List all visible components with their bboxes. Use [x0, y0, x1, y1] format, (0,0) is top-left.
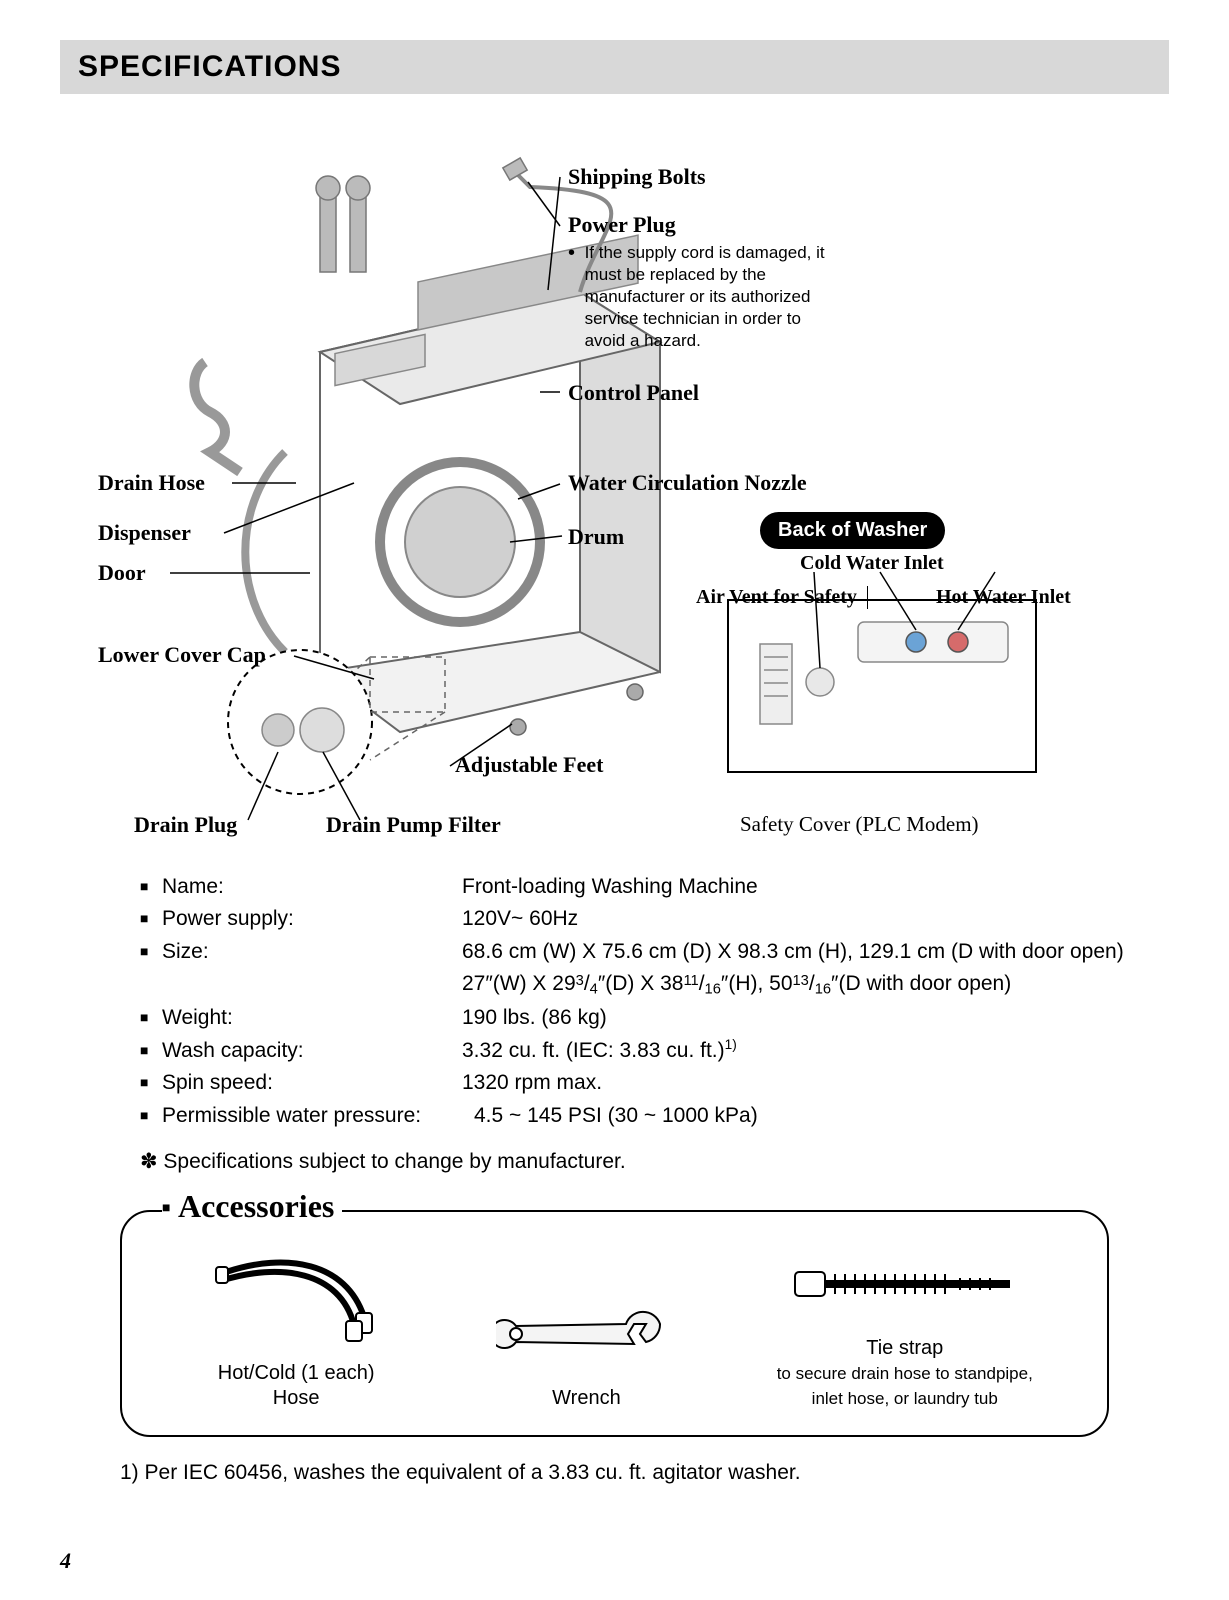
spec-value: 68.6 cm (W) X 75.6 cm (D) X 98.3 cm (H),…	[462, 937, 1129, 1001]
label-water-circ: Water Circulation Nozzle	[568, 470, 807, 496]
spec-value: 120V~ 60Hz	[462, 904, 1129, 934]
spec-row: ■Power supply:120V~ 60Hz	[140, 904, 1129, 934]
label-lower-cover-cap: Lower Cover Cap	[98, 642, 266, 668]
accessory-wrench: Wrench	[496, 1302, 676, 1411]
tiestrap-sub2: inlet hose, or laundry tub	[812, 1389, 998, 1408]
spec-value: Front-loading Washing Machine	[462, 872, 1129, 902]
spec-list: ■Name:Front-loading Washing Machine ■Pow…	[60, 872, 1169, 1131]
label-drain-plug: Drain Plug	[134, 812, 237, 838]
page-number: 4	[60, 1548, 71, 1574]
spec-label: Power supply:	[162, 904, 462, 934]
tiestrap-sub1: to secure drain hose to standpipe,	[777, 1364, 1033, 1383]
spec-row: ■Name:Front-loading Washing Machine	[140, 872, 1129, 902]
spec-value: 3.32 cu. ft. (IEC: 3.83 cu. ft.)1)	[462, 1036, 1129, 1066]
label-power-plug: Power Plug	[568, 212, 676, 238]
label-door: Door	[98, 560, 146, 586]
spec-label: Wash capacity:	[162, 1036, 462, 1066]
spec-change-note: ✽ Specifications subject to change by ma…	[60, 1149, 1169, 1174]
wrench-icon	[496, 1302, 676, 1372]
back-of-washer-badge: Back of Washer	[760, 512, 945, 549]
spec-label: Size:	[162, 937, 462, 1001]
spec-label: Weight:	[162, 1003, 462, 1033]
spec-row: ■Permissible water pressure:4.5 ~ 145 PS…	[140, 1101, 1129, 1131]
accessory-hose: Hot/Cold (1 each) Hose	[196, 1257, 396, 1411]
label-control-panel: Control Panel	[568, 380, 699, 406]
label-shipping-bolts: Shipping Bolts	[568, 164, 706, 190]
spec-value: 4.5 ~ 145 PSI (30 ~ 1000 kPa)	[474, 1101, 1129, 1131]
spec-label: Name:	[162, 872, 462, 902]
spec-row: ■Wash capacity:3.32 cu. ft. (IEC: 3.83 c…	[140, 1036, 1129, 1066]
spec-row: ■Spin speed:1320 rpm max.	[140, 1068, 1129, 1098]
accessories-title: Accessories	[162, 1188, 342, 1225]
label-air-vent: Air Vent for Safety	[696, 586, 868, 609]
label-adjustable-feet: Adjustable Feet	[455, 752, 603, 778]
hose-icon	[196, 1257, 396, 1347]
tiestrap-caption: Tie strap	[866, 1337, 943, 1359]
spec-value: 1320 rpm max.	[462, 1068, 1129, 1098]
label-safety-cover: Safety Cover (PLC Modem)	[740, 812, 979, 837]
spec-label: Spin speed:	[162, 1068, 462, 1098]
wrench-caption: Wrench	[496, 1386, 676, 1411]
spec-row: ■Weight:190 lbs. (86 kg)	[140, 1003, 1129, 1033]
label-dispenser: Dispenser	[98, 520, 191, 546]
footnote: 1) Per IEC 60456, washes the equivalent …	[60, 1461, 1169, 1485]
power-plug-note: If the supply cord is damaged, it must b…	[585, 242, 845, 352]
accessories-box: Accessories Hot/Cold (1 each)Hose Wrench	[120, 1210, 1109, 1437]
hose-caption-2: Hose	[273, 1387, 320, 1409]
page-title: SPECIFICATIONS	[78, 50, 1151, 84]
spec-label: Permissible water pressure:	[162, 1101, 474, 1131]
label-hot-water-inlet: Hot Water Inlet	[936, 586, 1071, 609]
power-plug-bullet: •	[568, 242, 575, 264]
spec-row: ■Size:68.6 cm (W) X 75.6 cm (D) X 98.3 c…	[140, 937, 1129, 1001]
accessory-tiestrap: Tie strap to secure drain hose to standp…	[777, 1252, 1033, 1411]
label-drum: Drum	[568, 524, 624, 550]
hose-caption-1: Hot/Cold (1 each)	[218, 1362, 375, 1384]
tiestrap-icon	[785, 1252, 1025, 1322]
spec-value: 190 lbs. (86 kg)	[462, 1003, 1129, 1033]
label-drain-hose: Drain Hose	[98, 470, 205, 496]
label-cold-water-inlet: Cold Water Inlet	[800, 552, 944, 575]
header-bar: SPECIFICATIONS	[60, 40, 1169, 94]
diagram-area: Shipping Bolts Power Plug • If the suppl…	[60, 112, 1169, 872]
label-drain-pump-filter: Drain Pump Filter	[326, 812, 501, 838]
